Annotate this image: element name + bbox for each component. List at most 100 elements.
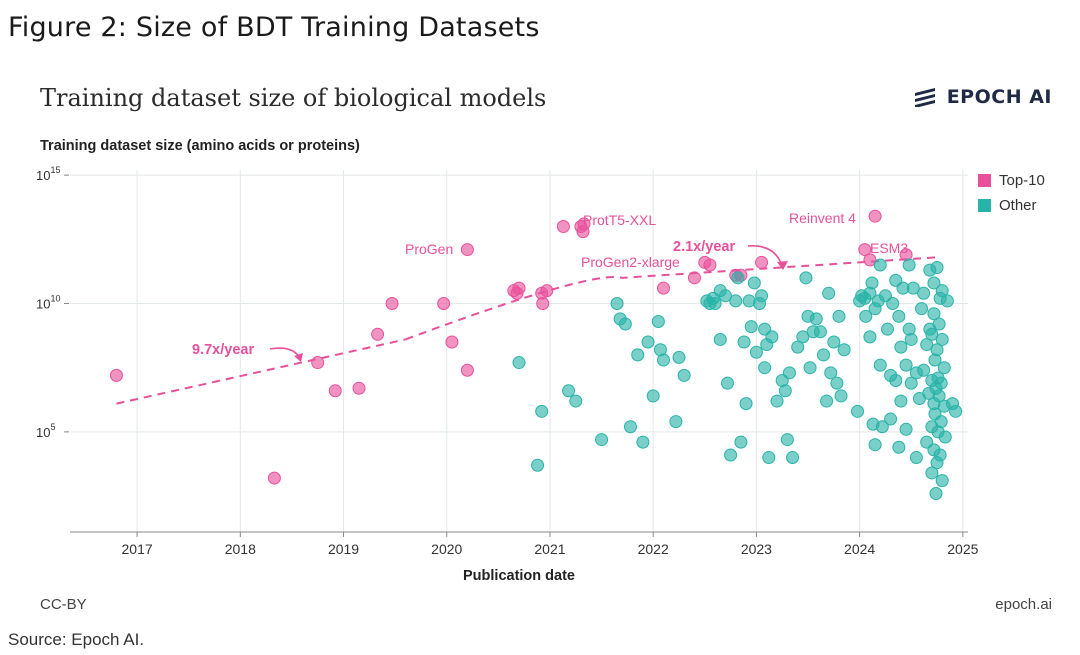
data-point-other (932, 389, 946, 403)
data-point-other (780, 433, 794, 447)
x-tick-label: 2025 (947, 541, 978, 557)
data-point-other (791, 340, 805, 354)
data-point-other (899, 358, 913, 372)
data-point-other (892, 440, 906, 454)
data-point-other (747, 276, 761, 290)
data-point-top10 (577, 217, 591, 231)
data-point-other (889, 374, 903, 388)
data-point-other (824, 366, 838, 380)
data-point-other (610, 297, 624, 311)
data-point-other (813, 325, 827, 339)
data-point-top10 (267, 471, 281, 485)
data-point-top10 (328, 384, 342, 398)
data-point-other (925, 327, 939, 341)
data-point-other (851, 404, 865, 418)
data-point-other (631, 348, 645, 362)
data-point-other (873, 358, 887, 372)
data-point-other (803, 361, 817, 375)
data-point-other (755, 289, 769, 303)
data-point-other (512, 356, 526, 370)
data-point-other (762, 451, 776, 465)
data-point-other (531, 458, 545, 472)
x-tick-label: 2019 (328, 541, 359, 557)
trend-arrowhead-9-7x (294, 353, 303, 362)
data-point-top10 (858, 243, 872, 257)
annotation-label: ProGen2-xlarge (581, 254, 680, 270)
data-point-other (934, 376, 948, 390)
data-point-other (651, 314, 665, 328)
data-point-other (816, 348, 830, 362)
site-link[interactable]: epoch.ai (995, 596, 1052, 613)
data-point-other (873, 258, 887, 272)
annotation-label: ProGen (405, 241, 453, 257)
data-point-other (868, 438, 882, 452)
data-point-other (927, 307, 941, 321)
brand-logo: EPOCH AI (913, 86, 1052, 108)
data-point-other (892, 309, 906, 323)
data-point-other (949, 404, 963, 418)
data-point-other (677, 368, 691, 382)
y-tick-label: 1015 (36, 165, 60, 183)
data-point-other (737, 335, 751, 349)
legend-swatch-other (978, 199, 991, 212)
data-point-other (933, 448, 947, 462)
annotation-label: ProtT5-XXL (583, 212, 656, 228)
data-point-other (917, 286, 931, 300)
data-point-other (932, 317, 946, 331)
data-point-other (672, 350, 686, 364)
trend-label-2-1x: 2.1x/year (673, 239, 735, 255)
data-point-other (758, 361, 772, 375)
annotation-label: Reinvent 4 (789, 210, 856, 226)
data-point-other (904, 332, 918, 346)
x-tick-label: 2018 (225, 541, 256, 557)
data-point-top10 (755, 255, 769, 269)
trend-arrowhead-2-1x (777, 261, 788, 270)
x-tick-label: 2024 (844, 541, 875, 557)
brand-name: EPOCH AI (946, 86, 1052, 108)
data-point-other (930, 261, 944, 275)
data-point-other (569, 394, 583, 408)
data-point-other (934, 415, 948, 429)
data-point-other (657, 353, 671, 367)
data-point-other (894, 394, 908, 408)
y-tick-label: 1010 (36, 294, 60, 312)
epoch-logo-icon (914, 88, 935, 107)
data-point-other (799, 271, 813, 285)
legend-item-top10: Top-10 (978, 172, 1045, 189)
trend-label-9-7x: 9.7x/year (192, 342, 254, 358)
data-point-other (859, 309, 873, 323)
data-point-top10 (540, 284, 554, 298)
data-point-other (724, 448, 738, 462)
x-tick-label: 2020 (431, 541, 462, 557)
data-point-other (809, 312, 823, 326)
x-tick-label: 2021 (534, 541, 565, 557)
data-point-other (906, 281, 920, 295)
y-tick-label: 105 (36, 422, 55, 440)
data-point-top10 (512, 281, 526, 295)
legend-label-top10: Top-10 (999, 172, 1045, 189)
data-point-top10 (863, 253, 877, 267)
data-point-other (894, 340, 908, 354)
data-point-other (904, 376, 918, 390)
chart-title: Training dataset size of biological mode… (40, 84, 547, 112)
data-point-other (721, 376, 735, 390)
data-point-other (865, 276, 879, 290)
data-point-top10 (536, 297, 550, 311)
data-point-other (796, 330, 810, 344)
data-point-top10 (109, 368, 123, 382)
data-point-top10 (311, 356, 325, 370)
data-point-top10 (352, 381, 366, 395)
data-point-other (902, 258, 916, 272)
data-point-other (938, 430, 952, 444)
data-point-other (863, 330, 877, 344)
data-point-top10 (556, 219, 570, 233)
data-point-other (744, 320, 758, 334)
source-note: Source: Epoch AI. (8, 630, 145, 649)
data-point-other (927, 276, 941, 290)
data-point-other (935, 332, 949, 346)
data-point-other (623, 420, 637, 434)
x-axis-label: Publication date (463, 568, 575, 584)
data-point-other (618, 317, 632, 331)
data-point-other (636, 435, 650, 449)
figure-title: Figure 2: Size of BDT Training Datasets (8, 12, 540, 43)
